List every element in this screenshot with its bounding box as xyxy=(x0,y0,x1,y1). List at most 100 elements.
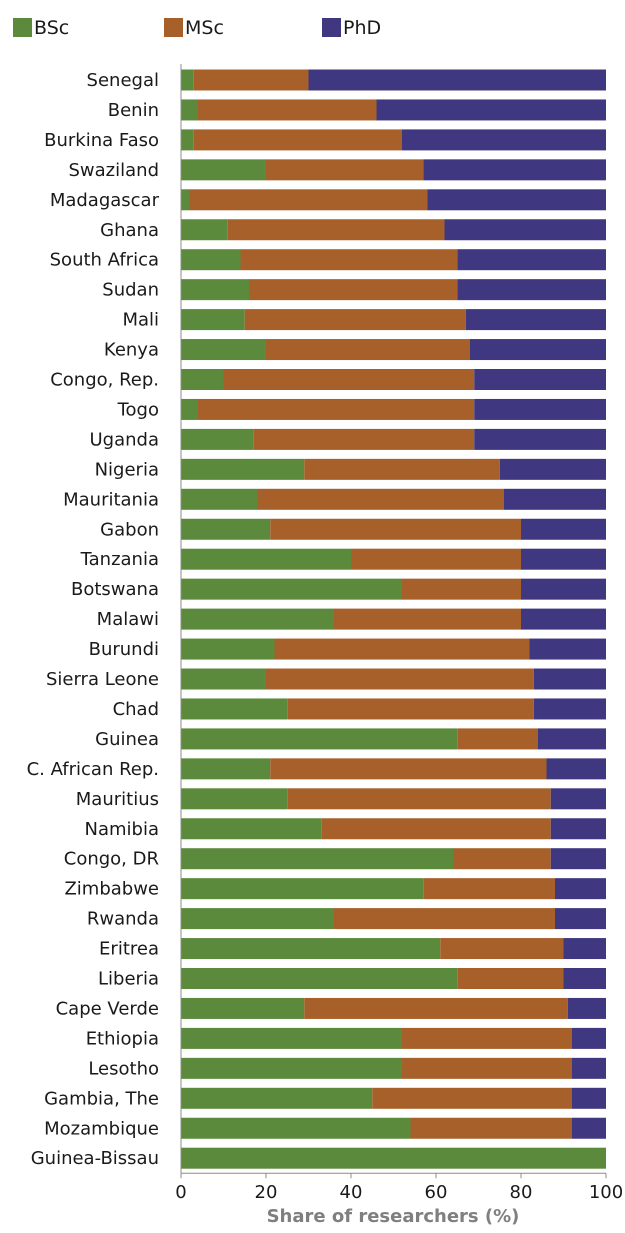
category-label-mauritius: Mauritius xyxy=(76,789,159,810)
category-label-chad: Chad xyxy=(113,699,159,720)
bar-senegal-msc xyxy=(193,69,309,91)
bar-guinea-bsc xyxy=(181,728,458,750)
bar-sierra-leone-msc xyxy=(266,668,534,690)
bar-madagascar-bsc xyxy=(181,189,190,211)
bar-cape-verde-phd xyxy=(567,997,606,1019)
bar-congo-rep-msc xyxy=(223,369,475,390)
category-label-c-african-rep: C. African Rep. xyxy=(27,759,159,780)
bar-burkina-faso-phd xyxy=(402,129,606,151)
bar-malawi-bsc xyxy=(181,608,334,630)
bar-gambia-the-bsc xyxy=(181,1087,373,1109)
bar-chad-phd xyxy=(533,698,606,720)
bar-cape-verde-msc xyxy=(304,997,568,1019)
category-label-senegal: Senegal xyxy=(87,70,159,91)
bar-sudan-phd xyxy=(457,279,606,301)
bar-togo-bsc xyxy=(181,398,198,420)
category-label-ethiopia: Ethiopia xyxy=(86,1028,159,1049)
bar-benin-bsc xyxy=(181,99,198,121)
category-label-benin: Benin xyxy=(108,100,159,121)
bar-benin-msc xyxy=(198,99,377,121)
legend: BSc MSc PhD xyxy=(13,17,381,39)
bar-zimbabwe-msc xyxy=(423,878,555,900)
bar-congo-dr-msc xyxy=(453,848,551,870)
x-tick-label-100: 100 xyxy=(589,1182,623,1203)
bar-eritrea-phd xyxy=(563,938,606,960)
category-label-ghana: Ghana xyxy=(100,220,159,241)
bar-sierra-leone-phd xyxy=(533,668,606,690)
bar-nigeria-bsc xyxy=(181,458,305,480)
bar-mauritius-bsc xyxy=(181,788,288,810)
bar-cape-verde-bsc xyxy=(181,997,305,1019)
bar-madagascar-msc xyxy=(189,189,428,211)
bar-mali-bsc xyxy=(181,309,245,331)
bar-kenya-phd xyxy=(470,339,606,361)
category-label-burkina-faso: Burkina Faso xyxy=(44,130,159,151)
category-labels: Senegal Benin Burkina Faso Swaziland Madagas… xyxy=(27,70,160,1169)
category-label-tanzania: Tanzania xyxy=(80,549,159,570)
bar-ethiopia-msc xyxy=(402,1027,572,1049)
bar-c-african-rep-bsc xyxy=(181,758,271,780)
bar-guinea-phd xyxy=(538,728,606,750)
category-label-guinea: Guinea xyxy=(95,729,159,750)
bar-burundi-bsc xyxy=(181,638,275,660)
bar-benin-phd xyxy=(376,99,606,121)
legend-label-bsc: BSc xyxy=(34,17,69,39)
bar-ghana-msc xyxy=(227,219,445,241)
category-label-liberia: Liberia xyxy=(98,969,159,990)
bar-sierra-leone-bsc xyxy=(181,668,266,690)
legend-swatch-bsc xyxy=(13,18,32,37)
x-tick-label-80: 80 xyxy=(510,1182,533,1203)
category-label-malawi: Malawi xyxy=(97,609,159,630)
bar-namibia-phd xyxy=(550,818,606,840)
bar-gambia-the-msc xyxy=(372,1087,572,1109)
bar-ethiopia-phd xyxy=(572,1027,606,1049)
bar-chad-bsc xyxy=(181,698,288,720)
bar-swaziland-bsc xyxy=(181,159,266,181)
category-label-zimbabwe: Zimbabwe xyxy=(64,879,159,900)
bar-c-african-rep-phd xyxy=(546,758,606,780)
bar-liberia-phd xyxy=(563,968,606,989)
bar-swaziland-phd xyxy=(423,159,606,181)
bar-malawi-phd xyxy=(521,608,606,630)
category-label-mali: Mali xyxy=(122,310,159,331)
bar-uganda-phd xyxy=(474,428,606,450)
bar-congo-rep-phd xyxy=(474,369,606,390)
legend-swatch-msc xyxy=(164,18,183,37)
bar-tanzania-bsc xyxy=(181,548,351,570)
bar-mauritius-msc xyxy=(287,788,551,810)
bar-chad-msc xyxy=(287,698,534,720)
category-label-uganda: Uganda xyxy=(90,429,160,450)
bar-botswana-msc xyxy=(402,578,521,600)
category-label-congo-dr: Congo, DR xyxy=(64,849,159,870)
category-label-namibia: Namibia xyxy=(85,819,160,840)
axes: 0 20 40 60 80 100 xyxy=(175,64,623,1203)
category-label-kenya: Kenya xyxy=(104,340,159,361)
bar-madagascar-phd xyxy=(427,189,606,211)
bar-eritrea-bsc xyxy=(181,938,441,960)
category-label-sudan: Sudan xyxy=(102,280,159,301)
bar-lesotho-phd xyxy=(572,1057,606,1079)
bar-zimbabwe-bsc xyxy=(181,878,424,900)
category-label-congo-rep: Congo, Rep. xyxy=(50,370,159,391)
bar-mauritania-bsc xyxy=(181,488,258,510)
bar-gambia-the-phd xyxy=(572,1087,606,1109)
bar-burundi-phd xyxy=(529,638,606,660)
bar-burkina-faso-msc xyxy=(193,129,402,151)
bar-mauritius-phd xyxy=(550,788,606,810)
bar-liberia-bsc xyxy=(181,968,458,989)
bar-mozambique-bsc xyxy=(181,1117,411,1139)
bar-sudan-bsc xyxy=(181,279,249,301)
bar-botswana-bsc xyxy=(181,578,402,600)
bar-ethiopia-bsc xyxy=(181,1027,402,1049)
bar-namibia-bsc xyxy=(181,818,322,840)
bar-congo-rep-bsc xyxy=(181,369,224,390)
bar-burkina-faso-bsc xyxy=(181,129,194,151)
x-axis-title: Share of researchers (%) xyxy=(267,1206,520,1227)
category-label-sierra-leone: Sierra Leone xyxy=(46,669,159,690)
bar-uganda-msc xyxy=(253,428,475,450)
bar-rwanda-msc xyxy=(334,908,555,930)
bar-gabon-bsc xyxy=(181,518,271,540)
bar-sudan-msc xyxy=(249,279,458,301)
bar-togo-phd xyxy=(474,398,606,420)
